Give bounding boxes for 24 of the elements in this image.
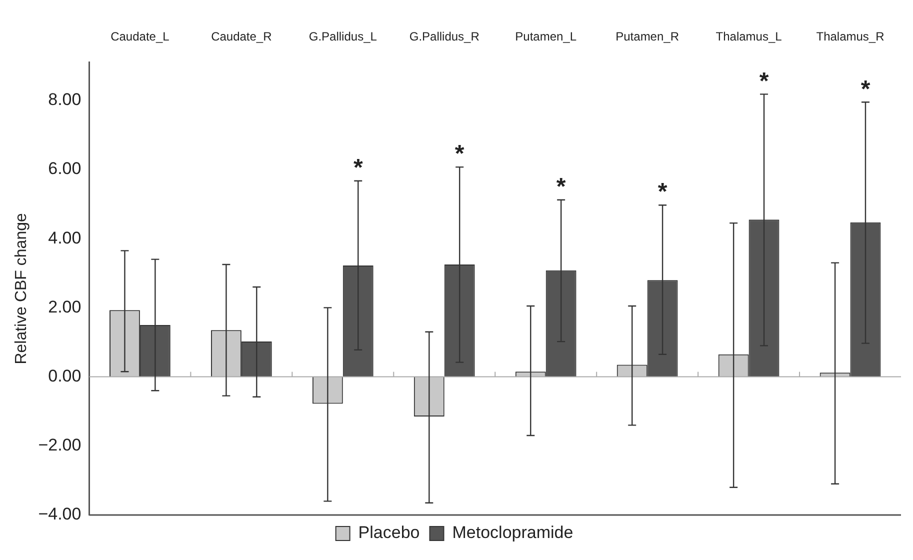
annotation: *	[353, 154, 364, 182]
x-tick-label: Caudate_R	[211, 30, 272, 44]
y-tick-label: 8.00	[48, 90, 82, 110]
x-tick-label: G.Pallidus_L	[308, 30, 378, 44]
x-tick-label: Putamen_R	[616, 30, 680, 44]
y-tick-label: 0.00	[48, 366, 82, 386]
legend-label: Metoclopramide	[452, 523, 574, 542]
annotation: *	[759, 68, 770, 95]
y-axis-title: Relative CBF change	[13, 213, 30, 364]
x-tick-label: G.Pallidus_R	[409, 30, 480, 44]
y-tick-label: 4.00	[48, 228, 82, 248]
y-tick-label: 6.00	[48, 159, 82, 178]
y-tick-label: 2.00	[48, 297, 82, 316]
annotation: *	[454, 140, 465, 168]
annotation: *	[658, 178, 668, 206]
annotation: *	[860, 76, 871, 103]
x-tick-label: Thalamus_L	[716, 30, 782, 44]
x-tick-label: Thalamus_R	[816, 30, 885, 44]
x-tick-label: Caudate_L	[110, 30, 170, 44]
x-tick-label: Putamen_L	[515, 30, 577, 44]
annotation: *	[556, 174, 566, 201]
legend-label: Placebo	[358, 523, 420, 542]
y-tick-label: −2.00	[38, 436, 82, 455]
y-tick-label: −4.00	[38, 504, 82, 524]
